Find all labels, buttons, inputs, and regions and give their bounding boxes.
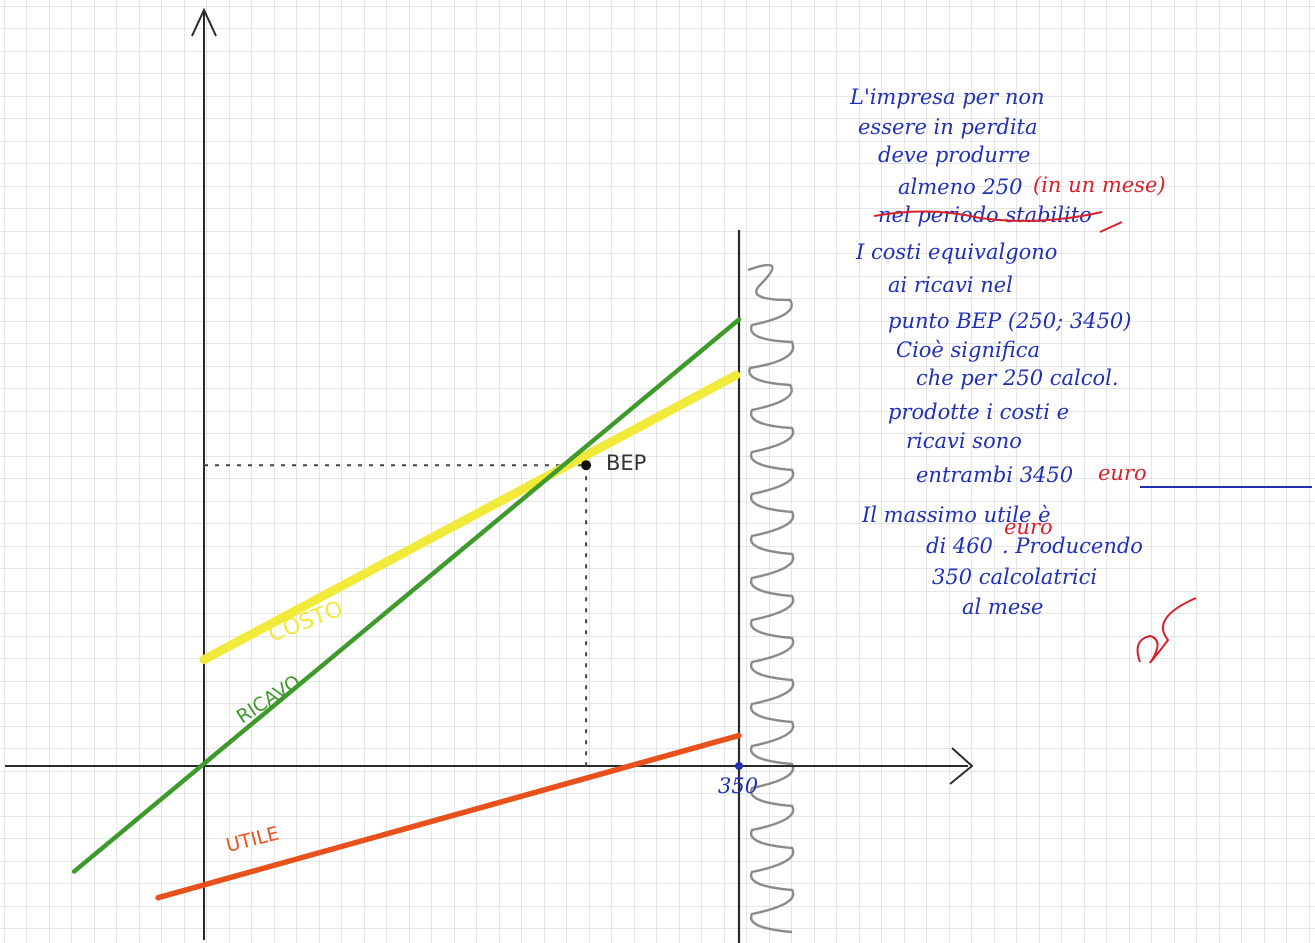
note-line-9: Cioè significa bbox=[896, 338, 1040, 362]
note-line-4: almeno 250 bbox=[898, 175, 1023, 199]
note-line-5-struck: nel periodo stabilito bbox=[878, 203, 1092, 227]
note-line-17: al mese bbox=[962, 595, 1043, 619]
note-line-7: ai ricavi nel bbox=[888, 273, 1013, 297]
correction-euro-1: euro bbox=[1098, 461, 1147, 485]
note-line-6: I costi equivalgono bbox=[855, 240, 1057, 264]
y-axis-arrowhead bbox=[191, 7, 217, 37]
series-line-utile bbox=[155, 732, 742, 901]
note-line-14: Il massimo utile è bbox=[861, 503, 1051, 527]
note-line-10: che per 250 calcol. bbox=[916, 366, 1119, 390]
note-line-15: di 460 bbox=[926, 534, 993, 558]
note-line-1: L'impresa per non bbox=[849, 85, 1045, 109]
note-line-8: punto BEP (250; 3450) bbox=[888, 309, 1131, 333]
series-line-ricavo bbox=[71, 317, 742, 874]
note-line-11: prodotte i costi e bbox=[888, 400, 1069, 424]
note-line-2: essere in perdita bbox=[858, 115, 1038, 139]
note-line-15b: . Producendo bbox=[1002, 534, 1143, 558]
bep-point bbox=[581, 460, 592, 471]
teacher-signature bbox=[1136, 597, 1197, 664]
capacity-tick-dot bbox=[735, 762, 743, 770]
bep-label: BEP bbox=[606, 451, 646, 475]
note-line-12: ricavi sono bbox=[906, 429, 1022, 453]
explanation-notes: L'impresa per non essere in perdita deve… bbox=[849, 85, 1312, 619]
correction-in-un-mese: (in un mese) bbox=[1033, 173, 1166, 197]
strikethrough bbox=[873, 210, 1103, 222]
correction-euro-2: euro bbox=[1004, 515, 1053, 539]
note-line-13: entrambi 3450 bbox=[916, 463, 1073, 487]
series-layer bbox=[71, 317, 742, 901]
note-line-3: deve produrre bbox=[878, 143, 1030, 167]
capacity-hatching bbox=[747, 263, 795, 934]
axes bbox=[5, 7, 974, 943]
series-line-costo bbox=[199, 370, 741, 665]
red-tick-mark bbox=[1099, 221, 1123, 233]
note-line-16: 350 calcolatrici bbox=[932, 565, 1097, 589]
tick-label-350: 350 bbox=[718, 774, 758, 798]
x-axis-arrowhead bbox=[949, 747, 974, 785]
